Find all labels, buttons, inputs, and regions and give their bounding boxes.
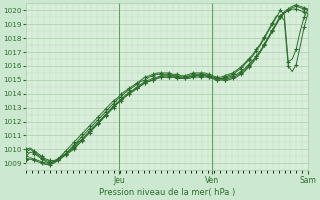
X-axis label: Pression niveau de la mer( hPa ): Pression niveau de la mer( hPa ): [99, 188, 235, 197]
